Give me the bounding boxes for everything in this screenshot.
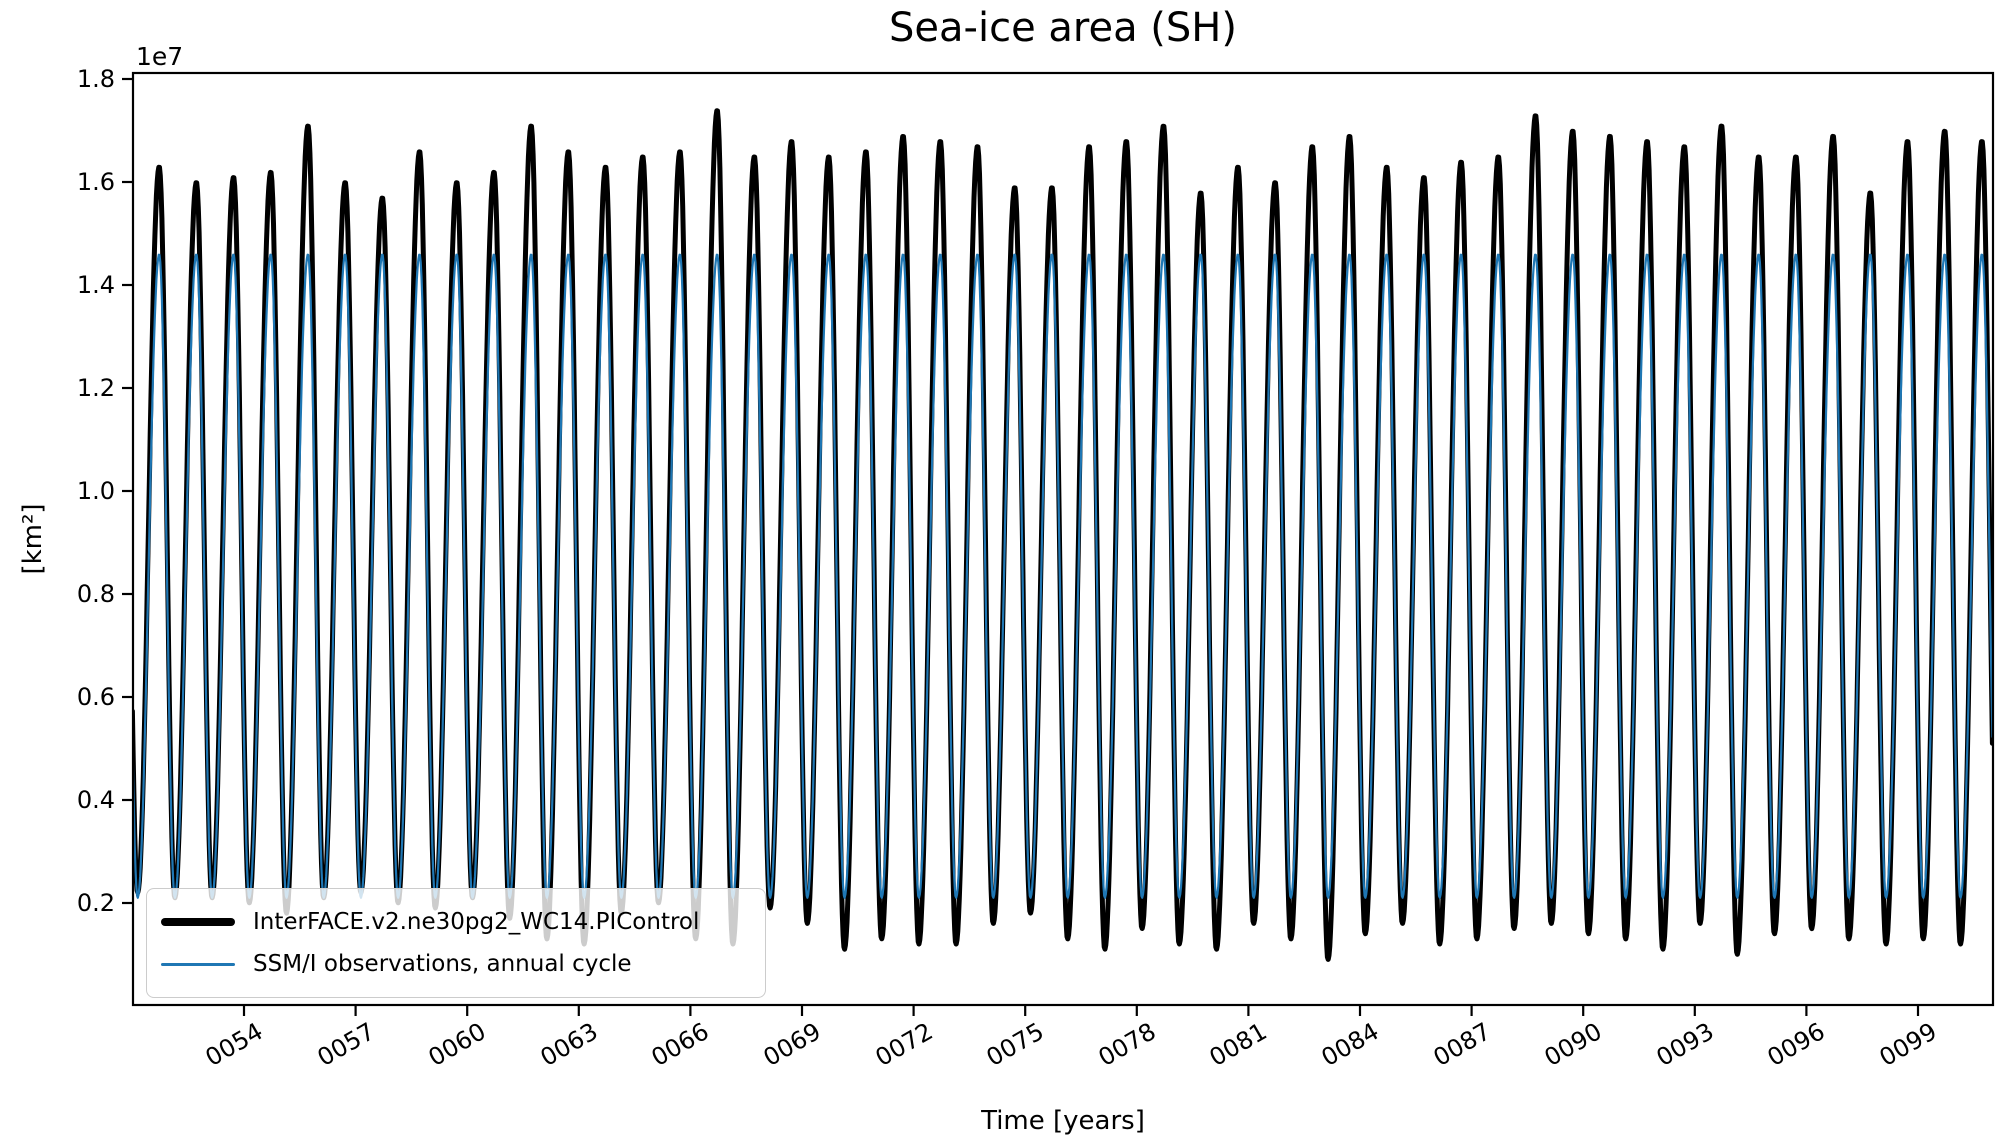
y-tick-label: 1.4	[76, 271, 115, 299]
legend-item-model: InterFACE.v2.ne30pg2_WC14.PIControl	[161, 901, 749, 943]
y-tick-label: 1.2	[76, 374, 115, 402]
y-tick-label: 1.6	[76, 168, 115, 196]
observations-line-swatch	[161, 962, 235, 966]
legend-item-observations: SSM/I observations, annual cycle	[161, 943, 749, 985]
y-tick-label: 0.2	[76, 889, 115, 917]
observations-series-line	[133, 253, 1993, 899]
axes-spines	[131, 71, 1995, 1007]
model-line-swatch	[161, 918, 235, 926]
model-series-line	[133, 108, 1993, 962]
legend: InterFACE.v2.ne30pg2_WC14.PIControl SSM/…	[146, 888, 766, 998]
y-tick-label: 0.8	[76, 580, 115, 608]
y-tick-label: 1.0	[76, 477, 115, 505]
axis-ticks	[122, 77, 1920, 1016]
chart-title: Sea-ice area (SH)	[889, 5, 1237, 51]
legend-label-model: InterFACE.v2.ne30pg2_WC14.PIControl	[253, 909, 700, 935]
legend-label-observations: SSM/I observations, annual cycle	[253, 951, 632, 977]
y-tick-label: 0.4	[76, 786, 115, 814]
y-tick-label: 1.8	[76, 65, 115, 93]
series-lines	[133, 108, 1993, 962]
y-axis-offset-label: 1e7	[136, 42, 184, 71]
y-tick-label: 0.6	[76, 683, 115, 711]
x-axis-label: Time [years]	[981, 1106, 1145, 1136]
